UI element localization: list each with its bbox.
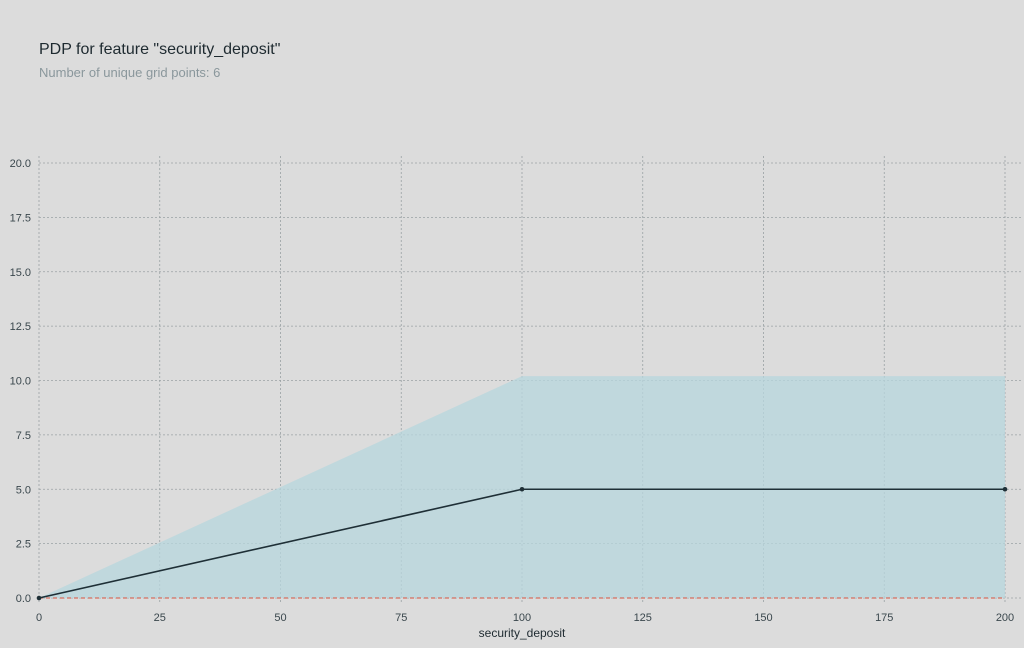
x-tick-label: 125 bbox=[634, 612, 652, 624]
x-tick-label: 75 bbox=[395, 612, 407, 624]
y-tick-label: 0.0 bbox=[16, 593, 31, 605]
x-axis-title: security_deposit bbox=[479, 626, 566, 640]
x-tick-label: 200 bbox=[996, 612, 1014, 624]
title-block: PDP for feature "security_deposit" Numbe… bbox=[39, 40, 280, 81]
y-tick-label: 17.5 bbox=[10, 212, 31, 224]
x-tick-label: 0 bbox=[36, 612, 42, 624]
pdp-point bbox=[36, 595, 42, 601]
x-tick-label: 175 bbox=[875, 612, 893, 624]
x-tick-label: 150 bbox=[754, 612, 772, 624]
pdp-point bbox=[1002, 486, 1008, 492]
y-tick-label: 10.0 bbox=[10, 376, 31, 388]
y-tick-label: 15.0 bbox=[10, 267, 31, 279]
chart-title: PDP for feature "security_deposit" bbox=[39, 41, 281, 58]
x-tick-label: 50 bbox=[274, 612, 286, 624]
chart-subtitle: Number of unique grid points: 6 bbox=[39, 65, 221, 80]
y-tick-label: 12.5 bbox=[10, 321, 31, 333]
y-tick-label: 5.0 bbox=[16, 484, 31, 496]
x-tick-label: 100 bbox=[513, 612, 531, 624]
y-tick-label: 7.5 bbox=[16, 430, 31, 442]
y-tick-label: 20.0 bbox=[10, 158, 31, 170]
pdp-line-layer bbox=[36, 486, 1008, 601]
y-tick-label: 2.5 bbox=[16, 539, 31, 551]
tick-label-layer: 0 25 50 75 100 125 150 175 200 0.0 2.5 5.0 7.5 10.0 12… bbox=[10, 158, 1015, 624]
x-tick-label: 25 bbox=[154, 612, 166, 624]
pdp-point bbox=[519, 486, 525, 492]
